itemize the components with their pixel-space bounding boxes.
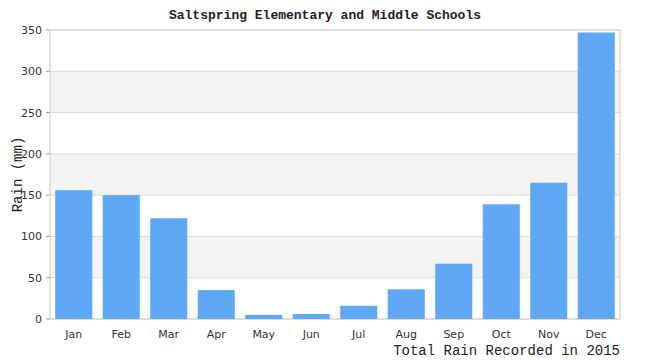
bar — [293, 314, 330, 319]
bar — [530, 183, 567, 319]
x-tick-label: Aug — [396, 328, 417, 341]
title: Saltspring Elementary and Middle Schools — [169, 8, 481, 23]
x-tick-label: Apr — [207, 328, 227, 341]
y-tick-label: 100 — [21, 230, 42, 243]
bar — [103, 195, 140, 319]
grid-band — [50, 71, 620, 112]
bar — [340, 306, 377, 319]
bar — [388, 289, 425, 319]
x-tick-label: Jul — [351, 328, 365, 341]
bars — [55, 32, 615, 319]
y-tick — [46, 30, 50, 31]
bar — [150, 218, 187, 319]
grid-line — [50, 112, 620, 113]
x-tick-label: Dec — [586, 328, 607, 341]
x-tick-label: Jun — [302, 328, 320, 341]
x-axis-label: Total Rain Recorded in 2015 — [393, 343, 620, 359]
bar — [483, 204, 520, 319]
y-tick-label: 50 — [28, 272, 42, 285]
y-tick-label: 250 — [21, 107, 42, 120]
x-tick-label: Feb — [112, 328, 131, 341]
x-tick-label: Nov — [538, 328, 560, 341]
y-tick — [46, 153, 50, 154]
grid-line — [50, 71, 620, 72]
y-tick — [46, 319, 50, 320]
y-tick — [46, 112, 50, 113]
bar — [435, 264, 472, 319]
bar — [198, 290, 235, 319]
grid-line — [50, 153, 620, 154]
bar — [578, 32, 615, 319]
bar — [55, 190, 92, 319]
y-tick-label: 300 — [21, 65, 42, 78]
plot-frame — [50, 30, 620, 319]
y-tick-label: 350 — [21, 24, 42, 37]
y-tick — [46, 236, 50, 237]
x-tick-label: Mar — [158, 328, 179, 341]
x-tick-label: May — [252, 328, 275, 341]
x-tick-label: Oct — [492, 328, 512, 341]
chart-root: 050100150200250300350JanFebMarAprMayJunJ… — [0, 0, 650, 360]
bar — [245, 315, 282, 319]
x-tick-label: Jan — [64, 328, 82, 341]
y-tick-label: 0 — [35, 313, 42, 326]
background — [0, 0, 650, 360]
x-tick-label: Sep — [443, 328, 464, 341]
y-axis-label: Rain (mm) — [10, 137, 26, 213]
y-tick — [46, 277, 50, 278]
y-tick — [46, 195, 50, 196]
y-tick — [46, 71, 50, 72]
